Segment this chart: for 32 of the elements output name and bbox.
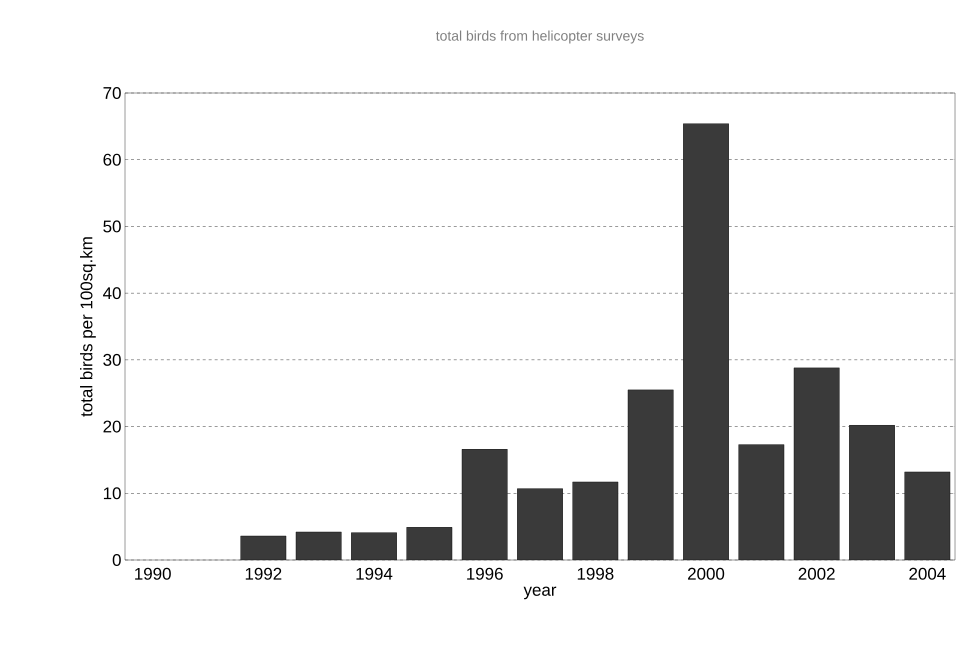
bar [406, 527, 452, 560]
y-tick-label: 40 [103, 287, 121, 300]
y-tick-label: 60 [104, 154, 121, 166]
y-axis-title: total birds per 100sq.km [80, 237, 96, 417]
chart-title: total birds from helicopter surveys [436, 30, 644, 44]
bar [628, 390, 674, 560]
y-tick-label: 20 [104, 420, 121, 433]
bar [794, 368, 840, 560]
bar [351, 532, 397, 560]
x-tick-label: 1990 [135, 568, 171, 580]
x-tick-label: 2004 [909, 568, 946, 580]
bar [240, 536, 286, 560]
y-tick-label: 10 [104, 487, 121, 500]
bar [738, 444, 784, 560]
y-tick-label: 70 [104, 87, 121, 100]
bar [462, 449, 508, 560]
bar [517, 488, 563, 560]
x-tick-label: 1996 [467, 568, 503, 580]
x-tick-label: 1998 [578, 568, 614, 580]
x-axis-title: year [524, 586, 556, 600]
bar [572, 482, 618, 560]
x-tick-label: 1994 [356, 568, 392, 580]
bar [904, 472, 950, 560]
bar [849, 425, 895, 560]
x-tick-label: 2002 [798, 568, 835, 580]
y-tick-label: 30 [103, 354, 121, 366]
x-tick-label: 1992 [246, 568, 282, 580]
y-tick-label: 50 [103, 220, 121, 232]
bar [683, 124, 729, 560]
bar [296, 532, 342, 560]
x-tick-label: 2000 [688, 568, 724, 580]
y-tick-label: 0 [112, 554, 121, 566]
